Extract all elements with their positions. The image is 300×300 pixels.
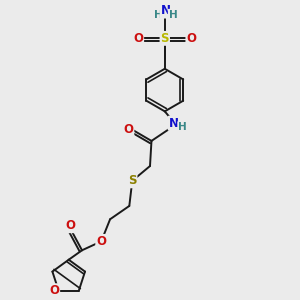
Text: H: H <box>154 10 163 20</box>
Text: S: S <box>128 174 136 187</box>
Text: O: O <box>123 123 134 136</box>
Text: O: O <box>96 235 106 248</box>
Text: S: S <box>160 32 169 45</box>
Text: O: O <box>186 32 197 45</box>
Text: O: O <box>65 219 75 232</box>
Text: N: N <box>161 4 171 17</box>
Text: H: H <box>169 10 177 20</box>
Text: H: H <box>178 122 187 132</box>
Text: O: O <box>133 32 143 45</box>
Text: N: N <box>169 117 178 130</box>
Text: O: O <box>49 284 59 297</box>
